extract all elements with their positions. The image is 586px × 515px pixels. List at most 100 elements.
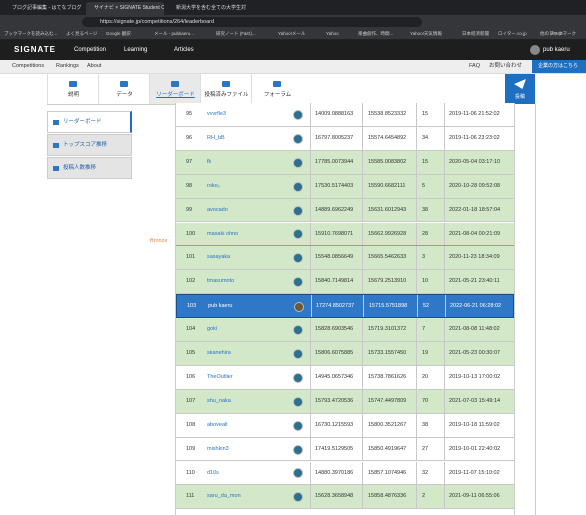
- rank: 106: [186, 373, 196, 380]
- private-score: 15850.4919647: [368, 445, 407, 452]
- scroll-divider: [535, 104, 536, 515]
- tab-label: フォーラム: [263, 92, 292, 98]
- browser-tab[interactable]: 新潟大学を含む全ての大学生対象...: [176, 5, 246, 11]
- url-field[interactable]: https://signate.jp/competitions/264/lead…: [82, 17, 422, 27]
- user-name[interactable]: pub kaeru: [543, 47, 570, 53]
- bookmark[interactable]: WPaS: [550, 31, 563, 36]
- col-sep: [310, 270, 311, 294]
- sidebar-item[interactable]: リーダーボード: [47, 111, 132, 133]
- leaderboard-row: 107 shu_naka 15793.4720536 15747.4497809 70 2…: [176, 389, 514, 414]
- col-sep: [310, 198, 311, 222]
- public-score: 16730.1215593: [315, 421, 354, 428]
- bookmark[interactable]: ロイター.co.jp: [498, 31, 527, 36]
- user-name-link[interactable]: sasayaka: [207, 254, 231, 261]
- bookmark[interactable]: Google 翻訳: [106, 31, 131, 36]
- user-name-link[interactable]: tmasumoto: [207, 278, 235, 285]
- bookmark[interactable]: 日本経済新聞: [462, 31, 489, 36]
- user-name-link[interactable]: mishkin3: [207, 445, 229, 452]
- last-submitted: 2022-06-21 06:28:02: [450, 303, 502, 310]
- nav-link[interactable]: Competition: [74, 47, 107, 53]
- user-avatar: [293, 157, 303, 168]
- sidebar-item[interactable]: トップスコア推移: [47, 134, 132, 156]
- page-tab[interactable]: リーダーボード: [149, 74, 200, 104]
- user-name-link[interactable]: shu_naka: [207, 397, 231, 404]
- user-name-link[interactable]: fk: [207, 158, 212, 165]
- user-avatar: [293, 229, 303, 240]
- bookmark[interactable]: 楽曲創作、時間...: [358, 31, 394, 36]
- bookmark[interactable]: 他のブックマーク: [540, 31, 576, 36]
- bookmark[interactable]: よく見るページ: [66, 31, 98, 36]
- rank: 95: [186, 111, 193, 117]
- col-sep: [444, 342, 445, 365]
- col-sep: [416, 270, 417, 294]
- leaderboard-row: 101 sasayaka 15548.0856649 15665.5462633 3 20…: [176, 246, 514, 271]
- sub-nav-link[interactable]: Rankings: [56, 63, 79, 69]
- col-sep: [444, 389, 445, 413]
- rank: 98: [186, 182, 193, 189]
- sub-nav: [0, 60, 586, 74]
- user-name-link[interactable]: goki: [207, 326, 218, 333]
- rank: 96: [186, 134, 193, 141]
- user-name-link[interactable]: masaki ohno: [207, 230, 239, 237]
- bookmark[interactable]: メール - pubkaeru...: [154, 31, 195, 36]
- bookmark[interactable]: Yahoo!天気情報: [410, 31, 442, 36]
- user-avatar: [293, 468, 303, 479]
- col-sep: [310, 150, 311, 174]
- sub-nav-link[interactable]: Competitions: [12, 63, 45, 69]
- submission-count: 15: [422, 111, 429, 117]
- private-score: 15585.0083802: [368, 158, 407, 165]
- submit-button[interactable]: 投稿: [505, 74, 535, 104]
- bookmark[interactable]: 研究ノート (F&G)...: [216, 31, 256, 36]
- page-tab[interactable]: データ: [98, 74, 149, 104]
- public-score: 15910.7698071: [315, 230, 354, 237]
- corporate-link[interactable]: 企業の方はこちら: [532, 60, 586, 73]
- submission-count: 5: [422, 182, 426, 189]
- col-sep: [417, 295, 418, 318]
- user-name-link[interactable]: saru_da_mon: [207, 493, 241, 500]
- last-submitted: 2019-10-18 11:59:02: [449, 421, 500, 428]
- rank: 101: [186, 254, 196, 261]
- last-submitted: 2020-11-23 18:34:09: [449, 254, 500, 261]
- private-score: 15631.6012943: [368, 206, 407, 213]
- private-score: 15590.6682111: [368, 182, 406, 189]
- browser-tab[interactable]: ブログ記事編集 - はてなブログ: [12, 5, 82, 11]
- sub-nav-link[interactable]: お問い合わせ: [489, 63, 523, 69]
- user-name-link[interactable]: d10s: [207, 469, 219, 476]
- sidebar-item[interactable]: 投稿人数推移: [47, 157, 132, 179]
- col-sep: [362, 126, 363, 150]
- sub-nav-link[interactable]: About: [87, 63, 102, 69]
- user-name-link[interactable]: TheOutlier: [207, 373, 233, 380]
- col-sep: [416, 461, 417, 485]
- col-sep: [416, 150, 417, 174]
- last-submitted: 2021-08-08 11:48:02: [449, 326, 500, 333]
- page-tab[interactable]: 投稿済みファイル: [200, 74, 251, 104]
- col-sep: [362, 222, 363, 246]
- user-name-link[interactable]: skanehira: [207, 350, 231, 356]
- user-name-link[interactable]: pub kaeru: [208, 303, 233, 310]
- page-tab[interactable]: 説明: [47, 74, 98, 104]
- col-sep: [416, 413, 417, 437]
- bookmark[interactable]: ブックマークを読み込む...: [4, 31, 58, 36]
- bookmark[interactable]: Yahoo!メール: [278, 31, 306, 36]
- user-name-link[interactable]: aboveall: [207, 421, 228, 428]
- tab-label: データ: [116, 92, 133, 98]
- col-sep: [416, 342, 417, 365]
- nav-link[interactable]: Articles: [174, 47, 194, 53]
- col-sep: [416, 389, 417, 413]
- nav-link[interactable]: Learning: [124, 47, 148, 53]
- submit-icon: [514, 79, 526, 89]
- user-name-link[interactable]: RH_bB: [207, 134, 225, 141]
- col-sep: [310, 318, 311, 341]
- private-score: 15715.5751898: [369, 303, 408, 310]
- bookmark[interactable]: Yahoo: [326, 31, 339, 36]
- submission-count: 52: [423, 303, 430, 310]
- leaderboard-row: 95 vvvrfle3 14009.0888163 15538.8523332 15 20…: [176, 103, 514, 127]
- sub-nav-link[interactable]: FAQ: [469, 63, 481, 69]
- user-name-link[interactable]: vvvrfle3: [207, 111, 226, 117]
- page-tab[interactable]: フォーラム: [251, 74, 302, 104]
- logo[interactable]: SIGNATE: [14, 45, 56, 54]
- browser-tab[interactable]: サイナビ × SIGNATE Student C...: [86, 2, 164, 15]
- user-name-link[interactable]: avocado: [207, 206, 228, 213]
- col-sep: [416, 318, 417, 341]
- user-name-link[interactable]: roko。: [207, 182, 224, 189]
